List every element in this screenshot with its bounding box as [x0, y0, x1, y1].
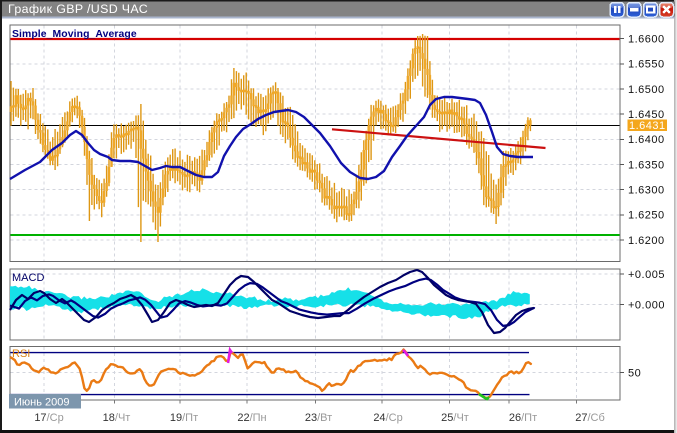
svg-text:17/Ср: 17/Ср	[34, 412, 63, 424]
svg-text:График GBP /USD ЧАС: График GBP /USD ЧАС	[8, 2, 148, 16]
svg-text:27/Сб: 27/Сб	[575, 412, 605, 424]
svg-text:1.6450: 1.6450	[628, 109, 665, 121]
svg-text:1.6431: 1.6431	[629, 120, 666, 132]
svg-text:MACD: MACD	[12, 272, 44, 284]
svg-text:19/Пт: 19/Пт	[170, 412, 198, 424]
svg-text:1.6500: 1.6500	[628, 84, 665, 96]
svg-text:1.6550: 1.6550	[628, 59, 665, 71]
svg-text:1.6350: 1.6350	[628, 159, 665, 171]
svg-text:50: 50	[628, 367, 641, 379]
svg-text:18/Чт: 18/Чт	[103, 412, 131, 424]
svg-text:25/Чт: 25/Чт	[441, 412, 469, 424]
svg-text:RSI: RSI	[12, 348, 30, 360]
svg-text:24/Ср: 24/Ср	[373, 412, 402, 424]
svg-text:1.6600: 1.6600	[628, 34, 665, 46]
svg-text:26/Пт: 26/Пт	[509, 412, 537, 424]
svg-text:+0.005: +0.005	[628, 269, 665, 281]
svg-text:1.6400: 1.6400	[628, 134, 665, 146]
svg-text:Июнь 2009: Июнь 2009	[14, 397, 70, 409]
svg-text:1.6200: 1.6200	[628, 235, 665, 247]
svg-text:+0.000: +0.000	[628, 299, 665, 311]
svg-text:23/Вт: 23/Вт	[305, 412, 332, 424]
svg-text:22/Пн: 22/Пн	[237, 412, 266, 424]
svg-text:Simple_Moving_Average: Simple_Moving_Average	[12, 29, 137, 40]
svg-text:1.6300: 1.6300	[628, 185, 665, 197]
svg-text:1.6250: 1.6250	[628, 210, 665, 222]
